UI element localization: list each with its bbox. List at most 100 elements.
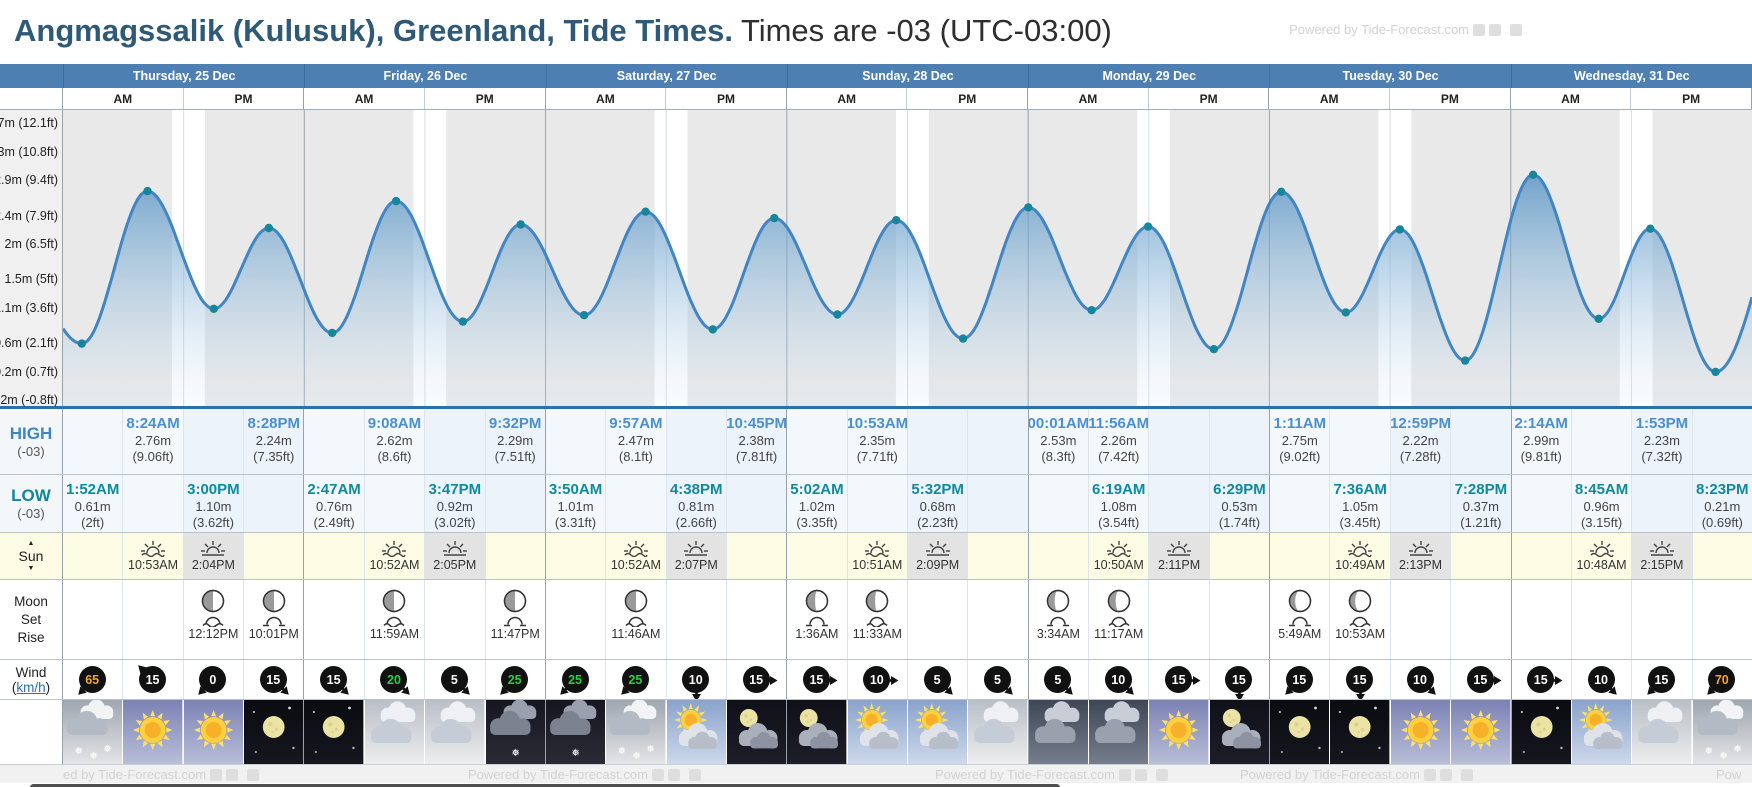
cell-d1-q1 — [304, 580, 363, 659]
cell-d3-q3: 2:09PM — [906, 533, 968, 579]
wind-direction-arrow — [1488, 673, 1503, 688]
moon-set-time: 11:59AM — [369, 627, 420, 641]
scrollbar-thumb[interactable] — [30, 784, 1060, 787]
weather-icon-snow-day: ❅ ❅ ❅ — [63, 700, 123, 764]
cell-d6-q3: 2:15PM — [1631, 533, 1692, 579]
powered-by-watermark: Pow — [1716, 767, 1741, 782]
watermark-icon — [667, 768, 680, 781]
day-column: ❅ ❅ ❅ ❅ — [545, 700, 788, 764]
wind-speed-badge: 15 — [742, 666, 770, 693]
low-tide-height-ft: (3.15ft) — [1580, 515, 1623, 530]
svg-text:❅: ❅ — [647, 744, 655, 755]
wind-speed-value: 25 — [507, 672, 522, 687]
wind-direction-arrow — [1353, 687, 1368, 699]
cell-d2-q3 — [665, 700, 726, 764]
cell-d6-q4: 70 — [1691, 660, 1752, 699]
cell-d6-q1: 2:14AM 2.99m (9.81ft) — [1511, 409, 1571, 474]
sun-rise-time: 10:53AM — [128, 558, 179, 572]
wind-speed-badge: 65 — [78, 666, 106, 693]
wind-direction-arrow — [192, 680, 213, 699]
cell-d3-q1 — [787, 409, 847, 474]
pm-header: PM — [906, 88, 1027, 109]
sun-grid: 10:53AM 2:04PM 10:52AM 2:05PM 10:52AM 2:07PM 1… — [63, 533, 1752, 579]
high-tide-row: HIGH (-03) 8:24AM 2.76m (9.06ft) 8:28PM 2.24… — [0, 409, 1752, 474]
wind-speed-badge: 10 — [682, 666, 710, 693]
powered-by-watermark: ed by Tide-Forecast.com — [63, 767, 260, 782]
moon-phase-icon — [805, 589, 829, 613]
day-column: 8:45AM 0.96m (3.15ft) 8:23PM 0.21m (0.69ft) — [1511, 475, 1752, 532]
cell-d4-q3 — [1148, 580, 1208, 659]
weather-icon-overcast-night — [1028, 700, 1089, 764]
moonset-icon — [383, 616, 406, 627]
weather-icon-overcast-night — [1089, 700, 1149, 764]
low-tide-height-m: 1.01m — [557, 499, 594, 514]
wind-direction-arrow — [1420, 680, 1441, 699]
wind-direction-arrow — [394, 680, 415, 699]
svg-text:❅: ❅ — [1719, 751, 1727, 762]
cell-d1-q3: 2:05PM — [424, 533, 485, 579]
moon-phase-icon — [1107, 589, 1130, 613]
day-column: 10:53AM 2.35m (7.71ft) — [787, 409, 1029, 474]
low-tide-height-ft: (3.35ft) — [796, 515, 838, 530]
cell-d3-q4 — [967, 475, 1028, 532]
wind-speed-value: 15 — [1352, 672, 1367, 687]
wind-speed-badge: 25 — [621, 666, 649, 693]
wind-unit: (km/h) — [11, 679, 51, 695]
sunset-icon — [1167, 541, 1192, 556]
cell-d1-q1 — [304, 700, 364, 764]
watermark-icon — [651, 768, 664, 781]
high-tide-time: 00:01AM — [1028, 415, 1089, 432]
sunrise-icon — [141, 541, 166, 557]
low-tide-height-ft: (2.66ft) — [675, 515, 717, 530]
wind-speed-value: 15 — [145, 672, 160, 687]
cell-d4-q1: 3:34AM — [1029, 580, 1088, 659]
wind-unit-link[interactable]: km/h — [16, 679, 46, 695]
cell-d5-q2: 7:36AM 1.05m (3.45ft) — [1329, 475, 1390, 532]
day-column: 00:01AM 2.53m (8.3ft) 11:56AM 2.26m (7.42ft) — [1028, 409, 1271, 474]
cell-d2-q4: 10:45PM 2.38m (7.81ft) — [725, 409, 787, 474]
day-column: 1:36AM 11:33AM — [787, 580, 1029, 659]
wind-speed-value: 25 — [568, 672, 582, 687]
cell-d5-q3 — [1389, 475, 1451, 532]
cell-d3-q4: 5 — [967, 660, 1027, 699]
cell-d5-q4 — [1450, 580, 1510, 659]
moonrise-icon — [262, 616, 285, 627]
cell-d1-q1: 2:47AM 0.76m (2.49ft) — [304, 475, 364, 532]
moon-phase-icon — [866, 589, 889, 613]
ampm-corner — [0, 88, 63, 109]
cell-d2-q1: ❅ — [545, 700, 606, 764]
day-header-cell: Saturday, 27 Dec — [545, 64, 787, 88]
cell-d0-q2: 15 — [122, 660, 182, 699]
cell-d4-q1: 00:01AM 2.53m (8.3ft) — [1028, 409, 1089, 474]
wind-indicator: 0 — [198, 665, 228, 695]
weather-icon-overcast-day — [968, 700, 1028, 764]
low-tide-time: 6:19AM — [1092, 481, 1146, 498]
high-tide-height-m: 2.53m — [1040, 433, 1077, 448]
low-tide-height-ft: (2ft) — [81, 515, 105, 530]
wind-speed-value: 15 — [1473, 672, 1488, 687]
low-tide-height-ft: (3.31ft) — [554, 515, 597, 530]
wind-speed-value: 20 — [387, 672, 401, 687]
high-tide-height-m: 2.23m — [1643, 433, 1680, 448]
cell-d0-q2: 8:24AM 2.76m (9.06ft) — [122, 409, 183, 474]
moon-phase-icon — [1348, 589, 1372, 613]
cell-d3-q3: 5:32PM 0.68m (2.23ft) — [906, 475, 968, 532]
cell-d1-q3 — [424, 409, 485, 474]
cell-d3-q2: 11:33AM — [846, 580, 907, 659]
sunrise-triangle-icon: ▲ — [27, 540, 35, 547]
cell-d4-q3 — [1148, 475, 1209, 532]
day-header-cell: Friday, 26 Dec — [304, 64, 545, 88]
cell-d6-q4: ❅ ❅ ❅ — [1691, 700, 1752, 764]
wind-indicator: 15 — [259, 665, 289, 695]
svg-text:❅: ❅ — [103, 744, 111, 755]
tide-extreme-dot — [770, 213, 779, 223]
sun-set-time: 2:05PM — [433, 558, 477, 572]
moon-phase-icon — [383, 589, 406, 613]
cell-d2-q2 — [605, 475, 666, 532]
wind-direction-arrow — [938, 680, 959, 699]
weather-icon-overcast-day — [1632, 700, 1692, 764]
day-header-cell: Monday, 29 Dec — [1028, 64, 1269, 88]
wind-direction-arrow — [71, 680, 92, 699]
low-tide-height-m: 1.02m — [798, 499, 836, 514]
cell-d2-q1: 25 — [546, 660, 605, 699]
